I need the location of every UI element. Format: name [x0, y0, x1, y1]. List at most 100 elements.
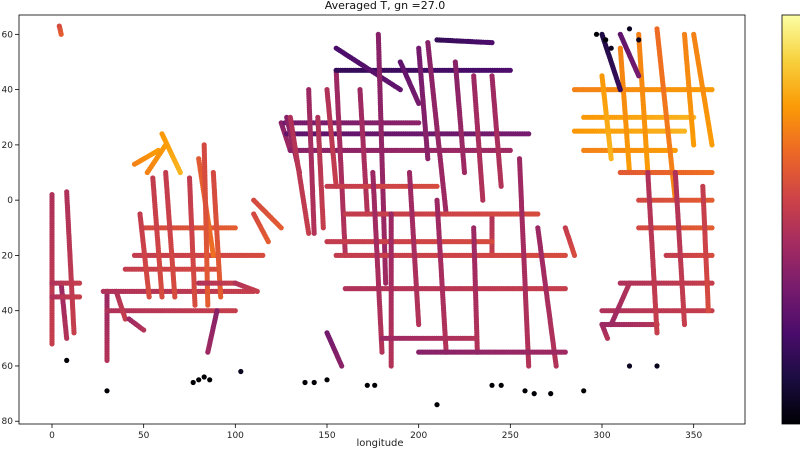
y-tick-label: 60 [2, 362, 14, 372]
x-axis-label: longitude [356, 438, 403, 449]
data-point [691, 142, 697, 148]
y-tick-label: 40 [2, 86, 14, 96]
data-point [562, 252, 568, 258]
data-point [608, 156, 614, 162]
data-point [507, 147, 513, 153]
data-point [76, 280, 83, 286]
data-point [207, 377, 213, 383]
data-point [626, 26, 633, 32]
data-point [471, 335, 477, 341]
data-point [383, 280, 389, 286]
data-point [522, 388, 528, 394]
data-point [205, 349, 211, 355]
data-point [654, 363, 660, 369]
data-point [434, 402, 440, 408]
data-point [64, 357, 70, 363]
data-point [562, 286, 568, 292]
data-point [104, 357, 110, 363]
data-point [64, 335, 70, 341]
data-point [425, 156, 431, 162]
data-point [498, 183, 504, 189]
data-point [553, 363, 559, 369]
data-point [526, 131, 532, 137]
data-point [626, 280, 633, 286]
data-point [210, 252, 216, 258]
data-point [278, 225, 284, 231]
data-point [364, 382, 370, 388]
data-point [302, 379, 308, 386]
y-tick-label: 60 [2, 30, 14, 40]
data-point [709, 169, 715, 176]
data-point [603, 37, 609, 43]
data-point [306, 230, 312, 236]
data-point [434, 183, 440, 189]
data-point [416, 100, 422, 106]
data-point [526, 363, 532, 369]
data-point [232, 308, 238, 314]
data-point [311, 230, 317, 236]
data-point [709, 252, 715, 258]
data-point [654, 330, 660, 336]
data-point [416, 120, 422, 126]
x-tick-label: 50 [138, 431, 150, 441]
data-point [480, 197, 486, 203]
data-point [159, 294, 165, 300]
data-point [190, 379, 196, 386]
colorbar [781, 14, 800, 425]
data-point [192, 302, 198, 308]
y-tick-label: 40 [2, 307, 14, 317]
data-point [581, 388, 587, 394]
data-point [562, 349, 568, 355]
data-point [58, 31, 64, 37]
y-tick-label: 0 [7, 196, 13, 206]
data-point [681, 321, 688, 328]
data-point [626, 363, 633, 369]
data-point [196, 377, 202, 383]
data-point [372, 382, 378, 388]
data-point [201, 374, 207, 380]
data-point [705, 308, 711, 314]
data-point [260, 252, 266, 258]
data-point [122, 316, 128, 322]
data-point [489, 239, 495, 245]
data-point [254, 288, 260, 294]
x-tick-label: 150 [318, 431, 335, 441]
plot-area [49, 23, 715, 408]
data-point [608, 45, 614, 51]
data-point [416, 321, 422, 328]
data-point [311, 379, 317, 386]
data-point [709, 225, 715, 231]
data-point [141, 327, 147, 333]
data-point [104, 388, 110, 394]
data-point [548, 391, 554, 397]
data-point [172, 294, 178, 300]
data-point [498, 382, 504, 388]
data-point [709, 87, 715, 93]
data-point [489, 382, 495, 388]
data-point [593, 31, 600, 37]
x-tick-label: 200 [410, 431, 427, 441]
x-tick-label: 300 [593, 431, 610, 441]
data-point [709, 280, 715, 286]
data-point [265, 239, 271, 245]
data-point [320, 225, 326, 231]
data-point [636, 73, 642, 79]
data-point [681, 128, 688, 134]
data-point [507, 67, 513, 73]
data-point [218, 294, 224, 300]
data-point [339, 363, 345, 369]
y-tick-label: 80 [2, 417, 14, 427]
data-point [636, 37, 642, 43]
y-tick-label: 20 [2, 251, 14, 261]
data-point [604, 335, 611, 341]
data-point [146, 294, 152, 300]
data-point [71, 330, 77, 336]
data-point [709, 142, 715, 148]
chart-title: Averaged T, gn =27.0 [325, 0, 446, 12]
data-point [388, 363, 394, 369]
data-point [672, 147, 678, 153]
data-point [324, 377, 330, 383]
data-point [709, 197, 715, 203]
data-point [531, 391, 537, 397]
